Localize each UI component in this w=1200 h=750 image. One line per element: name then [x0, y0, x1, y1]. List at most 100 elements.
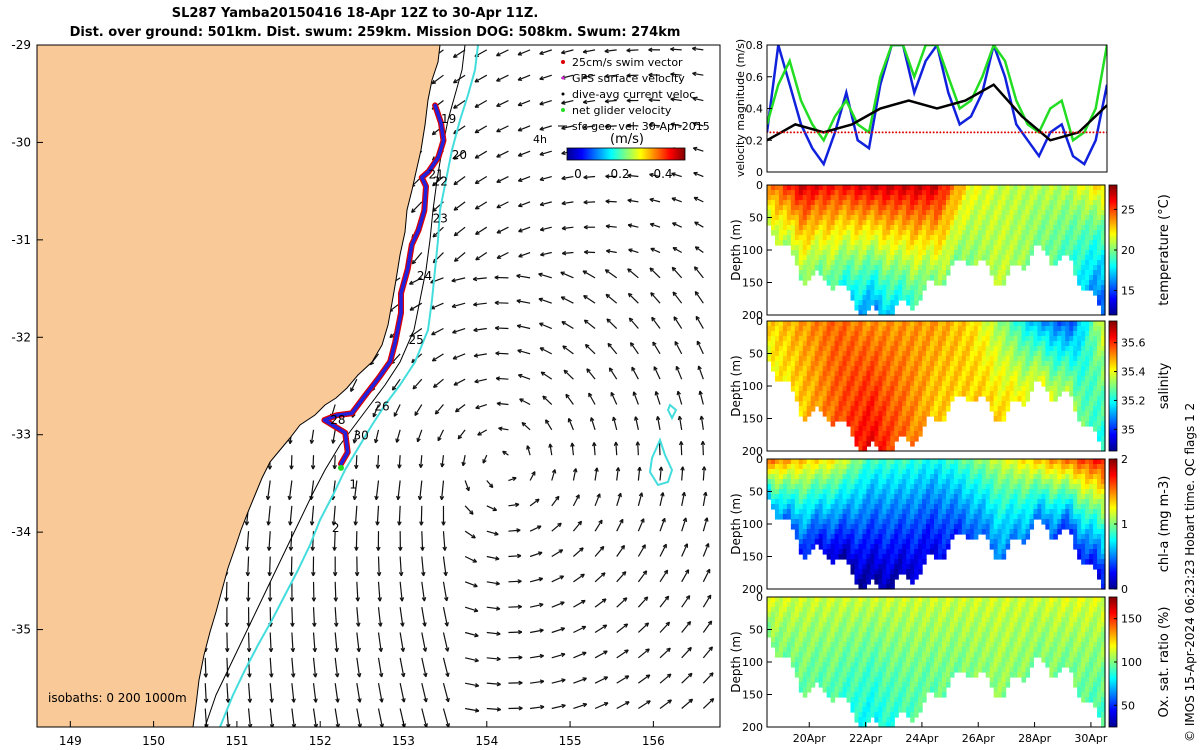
- current-vector: [377, 581, 381, 602]
- section-cell: [969, 376, 975, 382]
- section-cell: [1025, 230, 1031, 236]
- section-cell: [818, 190, 824, 196]
- section-cell: [1041, 245, 1046, 251]
- section-cell: [826, 240, 832, 246]
- section-cell: [957, 366, 963, 372]
- section-cell: [866, 265, 871, 271]
- section-cell: [993, 376, 999, 382]
- legend-net-marker: [561, 108, 565, 112]
- section-cell: [894, 245, 899, 251]
- section-cell: [1045, 336, 1050, 342]
- current-vector-head: [422, 622, 427, 627]
- section-cell: [1001, 185, 1007, 191]
- section-cell: [1017, 326, 1023, 332]
- section-cell: [790, 351, 796, 357]
- section-cell: [870, 260, 875, 266]
- section-cell: [930, 351, 935, 357]
- current-vector-head: [453, 257, 459, 262]
- section-cell: [902, 235, 907, 241]
- section-cell: [858, 255, 864, 261]
- section-cell: [1009, 326, 1015, 332]
- section-cell: [1093, 240, 1098, 246]
- current-vector: [421, 708, 428, 727]
- section-cell: [834, 361, 840, 367]
- section-cell: [937, 346, 943, 352]
- section-cell: [914, 225, 919, 231]
- section-cell: [830, 356, 836, 362]
- current-vector-head: [681, 491, 686, 497]
- section-cell: [949, 356, 955, 362]
- section-cell: [1005, 245, 1011, 251]
- section-cell: [850, 205, 856, 211]
- section-cell: [989, 381, 995, 387]
- current-vector-head: [375, 464, 381, 469]
- current-vector-head: [396, 495, 401, 501]
- section-cell: [1069, 326, 1074, 332]
- section-cell: [945, 346, 951, 352]
- section-cell: [806, 255, 812, 261]
- current-vector-head: [572, 468, 578, 473]
- current-vector-head: [441, 521, 446, 526]
- current-vector-head: [686, 620, 692, 626]
- current-vector: [594, 572, 606, 583]
- section-cell: [1065, 326, 1070, 332]
- current-vector: [269, 657, 273, 678]
- section-cell: [1025, 336, 1031, 342]
- current-vector: [590, 417, 596, 431]
- current-vector-head: [560, 50, 566, 55]
- section-cell: [846, 371, 852, 377]
- section-cell: [894, 260, 899, 266]
- section-cell: [810, 474, 816, 480]
- current-vector-head: [409, 280, 414, 285]
- section-cell: [802, 479, 808, 485]
- current-vector: [432, 353, 444, 362]
- section-cell: [1029, 235, 1035, 241]
- section-cell: [886, 295, 891, 301]
- current-vector: [508, 580, 522, 583]
- section-cell: [898, 215, 903, 221]
- current-vector: [538, 298, 552, 304]
- current-vector-head: [474, 378, 479, 384]
- section-cell: [1001, 376, 1007, 382]
- section-cell: [1069, 230, 1074, 236]
- section-cell: [977, 391, 983, 397]
- section-cell: [798, 534, 804, 540]
- section-cell: [854, 290, 860, 296]
- swim-marker: [1058, 131, 1061, 134]
- section-cell: [1021, 195, 1027, 201]
- section-cell: [1077, 230, 1082, 236]
- current-vector: [333, 505, 336, 526]
- section-cell: [1053, 376, 1058, 382]
- colorbar-tick-label: 35.4: [1121, 366, 1146, 379]
- current-vector: [464, 505, 474, 515]
- section-cell: [894, 396, 899, 402]
- section-cell: [934, 245, 939, 251]
- section-cell: [906, 336, 911, 342]
- section-cell: [969, 250, 975, 256]
- section-cell: [902, 210, 907, 216]
- section-cell: [862, 280, 868, 286]
- section-cell: [1013, 331, 1019, 337]
- section-cell: [945, 225, 951, 231]
- current-vector: [610, 392, 618, 405]
- section-cell: [778, 376, 784, 382]
- section-cell: [866, 361, 871, 367]
- section-cell: [1013, 391, 1019, 397]
- current-vector: [355, 531, 358, 551]
- section-cell: [866, 295, 871, 301]
- section-cell: [838, 225, 844, 231]
- section-cell: [934, 401, 939, 407]
- section-cell: [770, 356, 776, 362]
- section-cell: [882, 421, 887, 427]
- section-cell: [989, 210, 995, 216]
- section-cell: [890, 300, 895, 306]
- section-cell: [922, 391, 927, 397]
- section-cell: [906, 225, 911, 231]
- current-vector-head: [582, 74, 588, 79]
- current-vector: [247, 708, 251, 727]
- section-cell: [977, 255, 983, 261]
- section-cell: [1001, 416, 1007, 422]
- current-vector: [464, 606, 479, 612]
- section-cell: [854, 441, 860, 447]
- section-cell: [1041, 366, 1046, 372]
